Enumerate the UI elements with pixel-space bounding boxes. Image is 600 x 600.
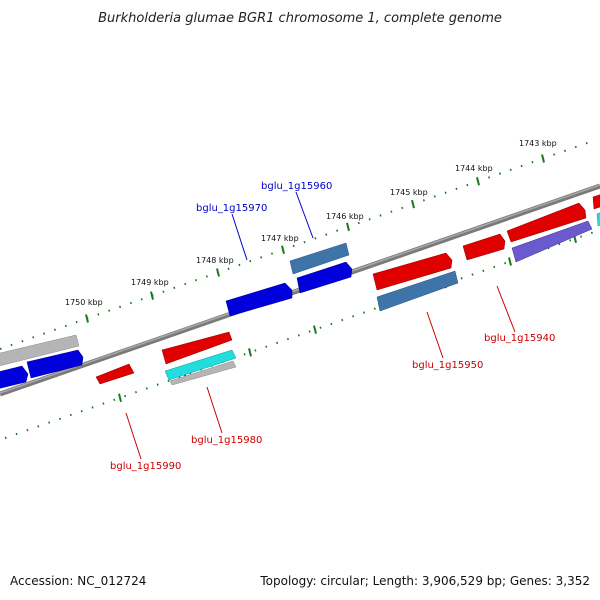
leader-line-bglu-1g15970 <box>231 213 248 261</box>
gene-forward-red-mid[interactable] <box>462 233 506 261</box>
tick-label-1743: 1743 kbp <box>519 139 557 148</box>
gene-forward-blue-left-1[interactable] <box>0 365 29 389</box>
outer-major-tick-7 <box>476 177 480 186</box>
gene-reverse-cyan-edge[interactable] <box>596 212 600 227</box>
outer-ruler <box>0 141 591 350</box>
gene-forward-blue-left-2[interactable] <box>26 349 84 379</box>
tick-label-1746: 1746 kbp <box>326 212 364 221</box>
gene-bglu-1g15960-blue[interactable] <box>296 261 353 294</box>
outer-major-tick-2 <box>150 291 154 300</box>
gene-forward-red-right[interactable] <box>506 202 587 243</box>
gene-bglu-1g15960-steel[interactable] <box>289 242 350 275</box>
outer-major-tick-8 <box>541 154 545 163</box>
outer-major-tick-4 <box>281 245 285 254</box>
tick-label-1744: 1744 kbp <box>455 164 493 173</box>
leader-line-bglu-1g15980 <box>206 386 223 434</box>
gene-bglu-1g15980-cyan[interactable] <box>164 349 237 381</box>
gene-bglu-1g15950-steel[interactable] <box>376 270 459 312</box>
gene-forward-gray[interactable] <box>0 334 80 367</box>
genome-summary-text: Topology: circular; Length: 3,906,529 bp… <box>260 574 590 588</box>
leader-line-bglu-1g15950 <box>426 311 444 359</box>
gene-bglu-1g15970[interactable] <box>225 282 293 317</box>
outer-major-tick-1 <box>85 314 89 323</box>
gene-label-bglu-1g15970[interactable]: bglu_1g15970 <box>196 203 267 214</box>
gene-label-bglu-1g15950[interactable]: bglu_1g15950 <box>412 360 483 371</box>
tick-label-1749: 1749 kbp <box>131 278 169 287</box>
gene-bglu-1g15950-red[interactable] <box>372 252 453 291</box>
gene-label-bglu-1g15940[interactable]: bglu_1g15940 <box>484 333 555 344</box>
gene-bglu-1g15940[interactable] <box>511 220 593 263</box>
gene-bglu-1g15980-gray[interactable] <box>169 360 237 386</box>
inner-major-tick-7 <box>508 257 512 266</box>
map-title: Burkholderia glumae BGR1 chromosome 1, c… <box>98 11 502 26</box>
gene-bglu-1g15990[interactable] <box>95 363 135 385</box>
outer-major-tick-5 <box>346 222 350 232</box>
gene-forward-red-edge[interactable] <box>592 194 600 210</box>
tick-label-1748: 1748 kbp <box>196 256 234 265</box>
tick-label-1745: 1745 kbp <box>390 188 428 197</box>
inner-major-tick-3 <box>248 348 252 357</box>
leader-line-bglu-1g15960 <box>295 191 314 239</box>
outer-major-tick-6 <box>411 199 415 209</box>
accession-text: Accession: NC_012724 <box>10 574 147 588</box>
tick-label-1750: 1750 kbp <box>65 298 103 307</box>
leader-line-bglu-1g15940 <box>496 285 516 333</box>
inner-major-tick-4 <box>313 325 317 334</box>
gene-label-bglu-1g15990[interactable]: bglu_1g15990 <box>110 461 181 472</box>
gene-bglu-1g15980-red[interactable] <box>161 331 233 365</box>
leader-line-bglu-1g15990 <box>125 412 142 460</box>
inner-major-tick-1 <box>118 393 122 403</box>
tick-label-1747: 1747 kbp <box>261 234 299 243</box>
gene-label-bglu-1g15960[interactable]: bglu_1g15960 <box>261 181 332 192</box>
outer-major-tick-3 <box>216 268 220 277</box>
gene-label-bglu-1g15980[interactable]: bglu_1g15980 <box>191 435 262 446</box>
